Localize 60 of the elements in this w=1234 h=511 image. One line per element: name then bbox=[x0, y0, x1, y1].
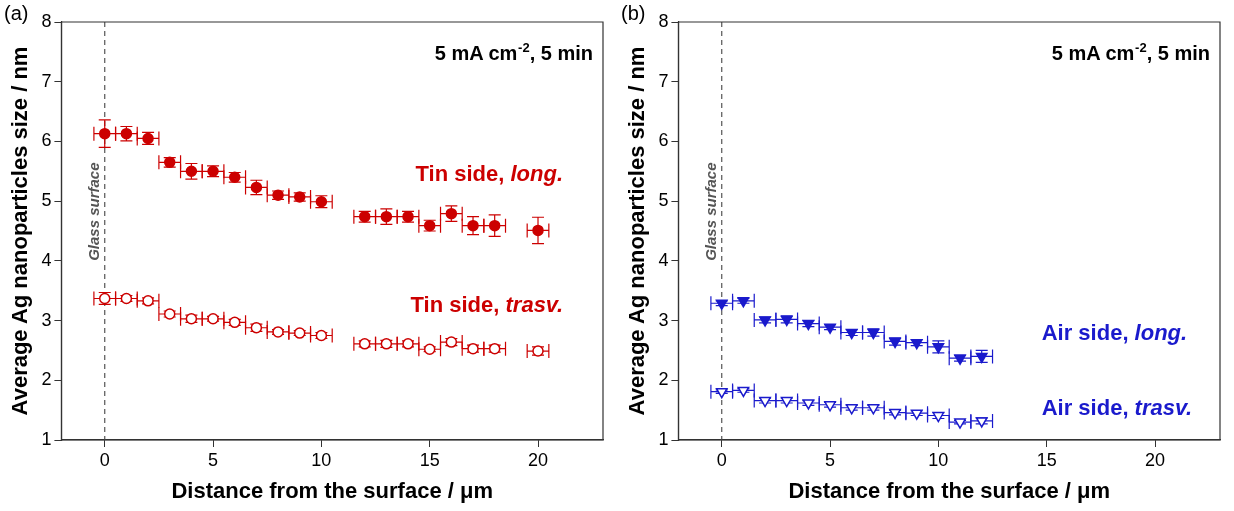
point bbox=[845, 404, 858, 415]
chart-title: (b) bbox=[621, 1, 646, 24]
x-tick-label: 5 bbox=[208, 449, 219, 470]
point bbox=[889, 337, 901, 349]
point bbox=[759, 316, 772, 327]
series-label: Tin side, trasv. bbox=[410, 292, 564, 318]
x-tick-label: 0 bbox=[716, 449, 727, 470]
y-tick-label: 8 bbox=[658, 10, 669, 31]
x-axis-title: Distance from the surface / μm bbox=[171, 477, 493, 503]
point bbox=[780, 396, 793, 408]
y-tick-label: 1 bbox=[658, 428, 669, 449]
y-tick-label: 7 bbox=[41, 70, 52, 91]
x-axis-title: Distance from the surface / μm bbox=[788, 477, 1110, 503]
point bbox=[467, 219, 479, 232]
ref-line-label: Glass surface bbox=[84, 162, 102, 261]
point bbox=[932, 411, 945, 423]
point bbox=[802, 399, 815, 410]
x-tick-label: 20 bbox=[1144, 449, 1166, 470]
x-tick-label: 15 bbox=[419, 449, 440, 470]
point bbox=[867, 404, 880, 415]
point bbox=[889, 408, 901, 420]
y-tick-label: 3 bbox=[41, 309, 52, 330]
y-tick-label: 2 bbox=[41, 369, 52, 390]
x-tick-label: 10 bbox=[311, 449, 332, 470]
x-tick-label: 20 bbox=[527, 449, 549, 470]
chart-title: (a) bbox=[4, 1, 29, 24]
x-tick-label: 10 bbox=[928, 449, 949, 470]
point bbox=[954, 354, 966, 365]
point bbox=[207, 313, 219, 325]
point bbox=[867, 328, 880, 340]
ref-line-label: Glass surface bbox=[701, 162, 719, 261]
y-tick-label: 6 bbox=[41, 130, 52, 151]
x-tick-label: 15 bbox=[1036, 449, 1057, 470]
y-tick-label: 7 bbox=[658, 70, 669, 91]
y-tick-label: 6 bbox=[658, 130, 669, 151]
y-tick-label: 5 bbox=[658, 190, 669, 211]
y-tick-label: 4 bbox=[41, 249, 52, 270]
y-axis-title: Average Ag nanoparticles size / nm bbox=[624, 46, 650, 416]
point bbox=[824, 401, 836, 412]
point bbox=[759, 396, 772, 408]
y-tick-label: 8 bbox=[41, 10, 52, 31]
series-label: Tin side, long. bbox=[415, 161, 564, 187]
y-tick-label: 2 bbox=[658, 369, 669, 390]
point bbox=[954, 418, 966, 429]
point bbox=[824, 323, 836, 334]
x-tick-label: 5 bbox=[825, 449, 836, 470]
y-axis-title: Average Ag nanoparticles size / nm bbox=[7, 46, 33, 416]
text: Air side, long. bbox=[1041, 320, 1188, 346]
y-tick-label: 5 bbox=[41, 190, 52, 211]
point bbox=[715, 387, 728, 399]
point bbox=[802, 319, 815, 331]
x-tick-label: 0 bbox=[99, 449, 110, 470]
point bbox=[488, 219, 501, 232]
y-tick-label: 4 bbox=[658, 249, 669, 270]
point bbox=[272, 326, 284, 338]
text: Air side, trasv. bbox=[1041, 394, 1193, 420]
y-tick-label: 3 bbox=[658, 309, 669, 330]
point bbox=[737, 297, 750, 308]
y-tick-label: 1 bbox=[41, 428, 52, 449]
point bbox=[737, 386, 750, 398]
